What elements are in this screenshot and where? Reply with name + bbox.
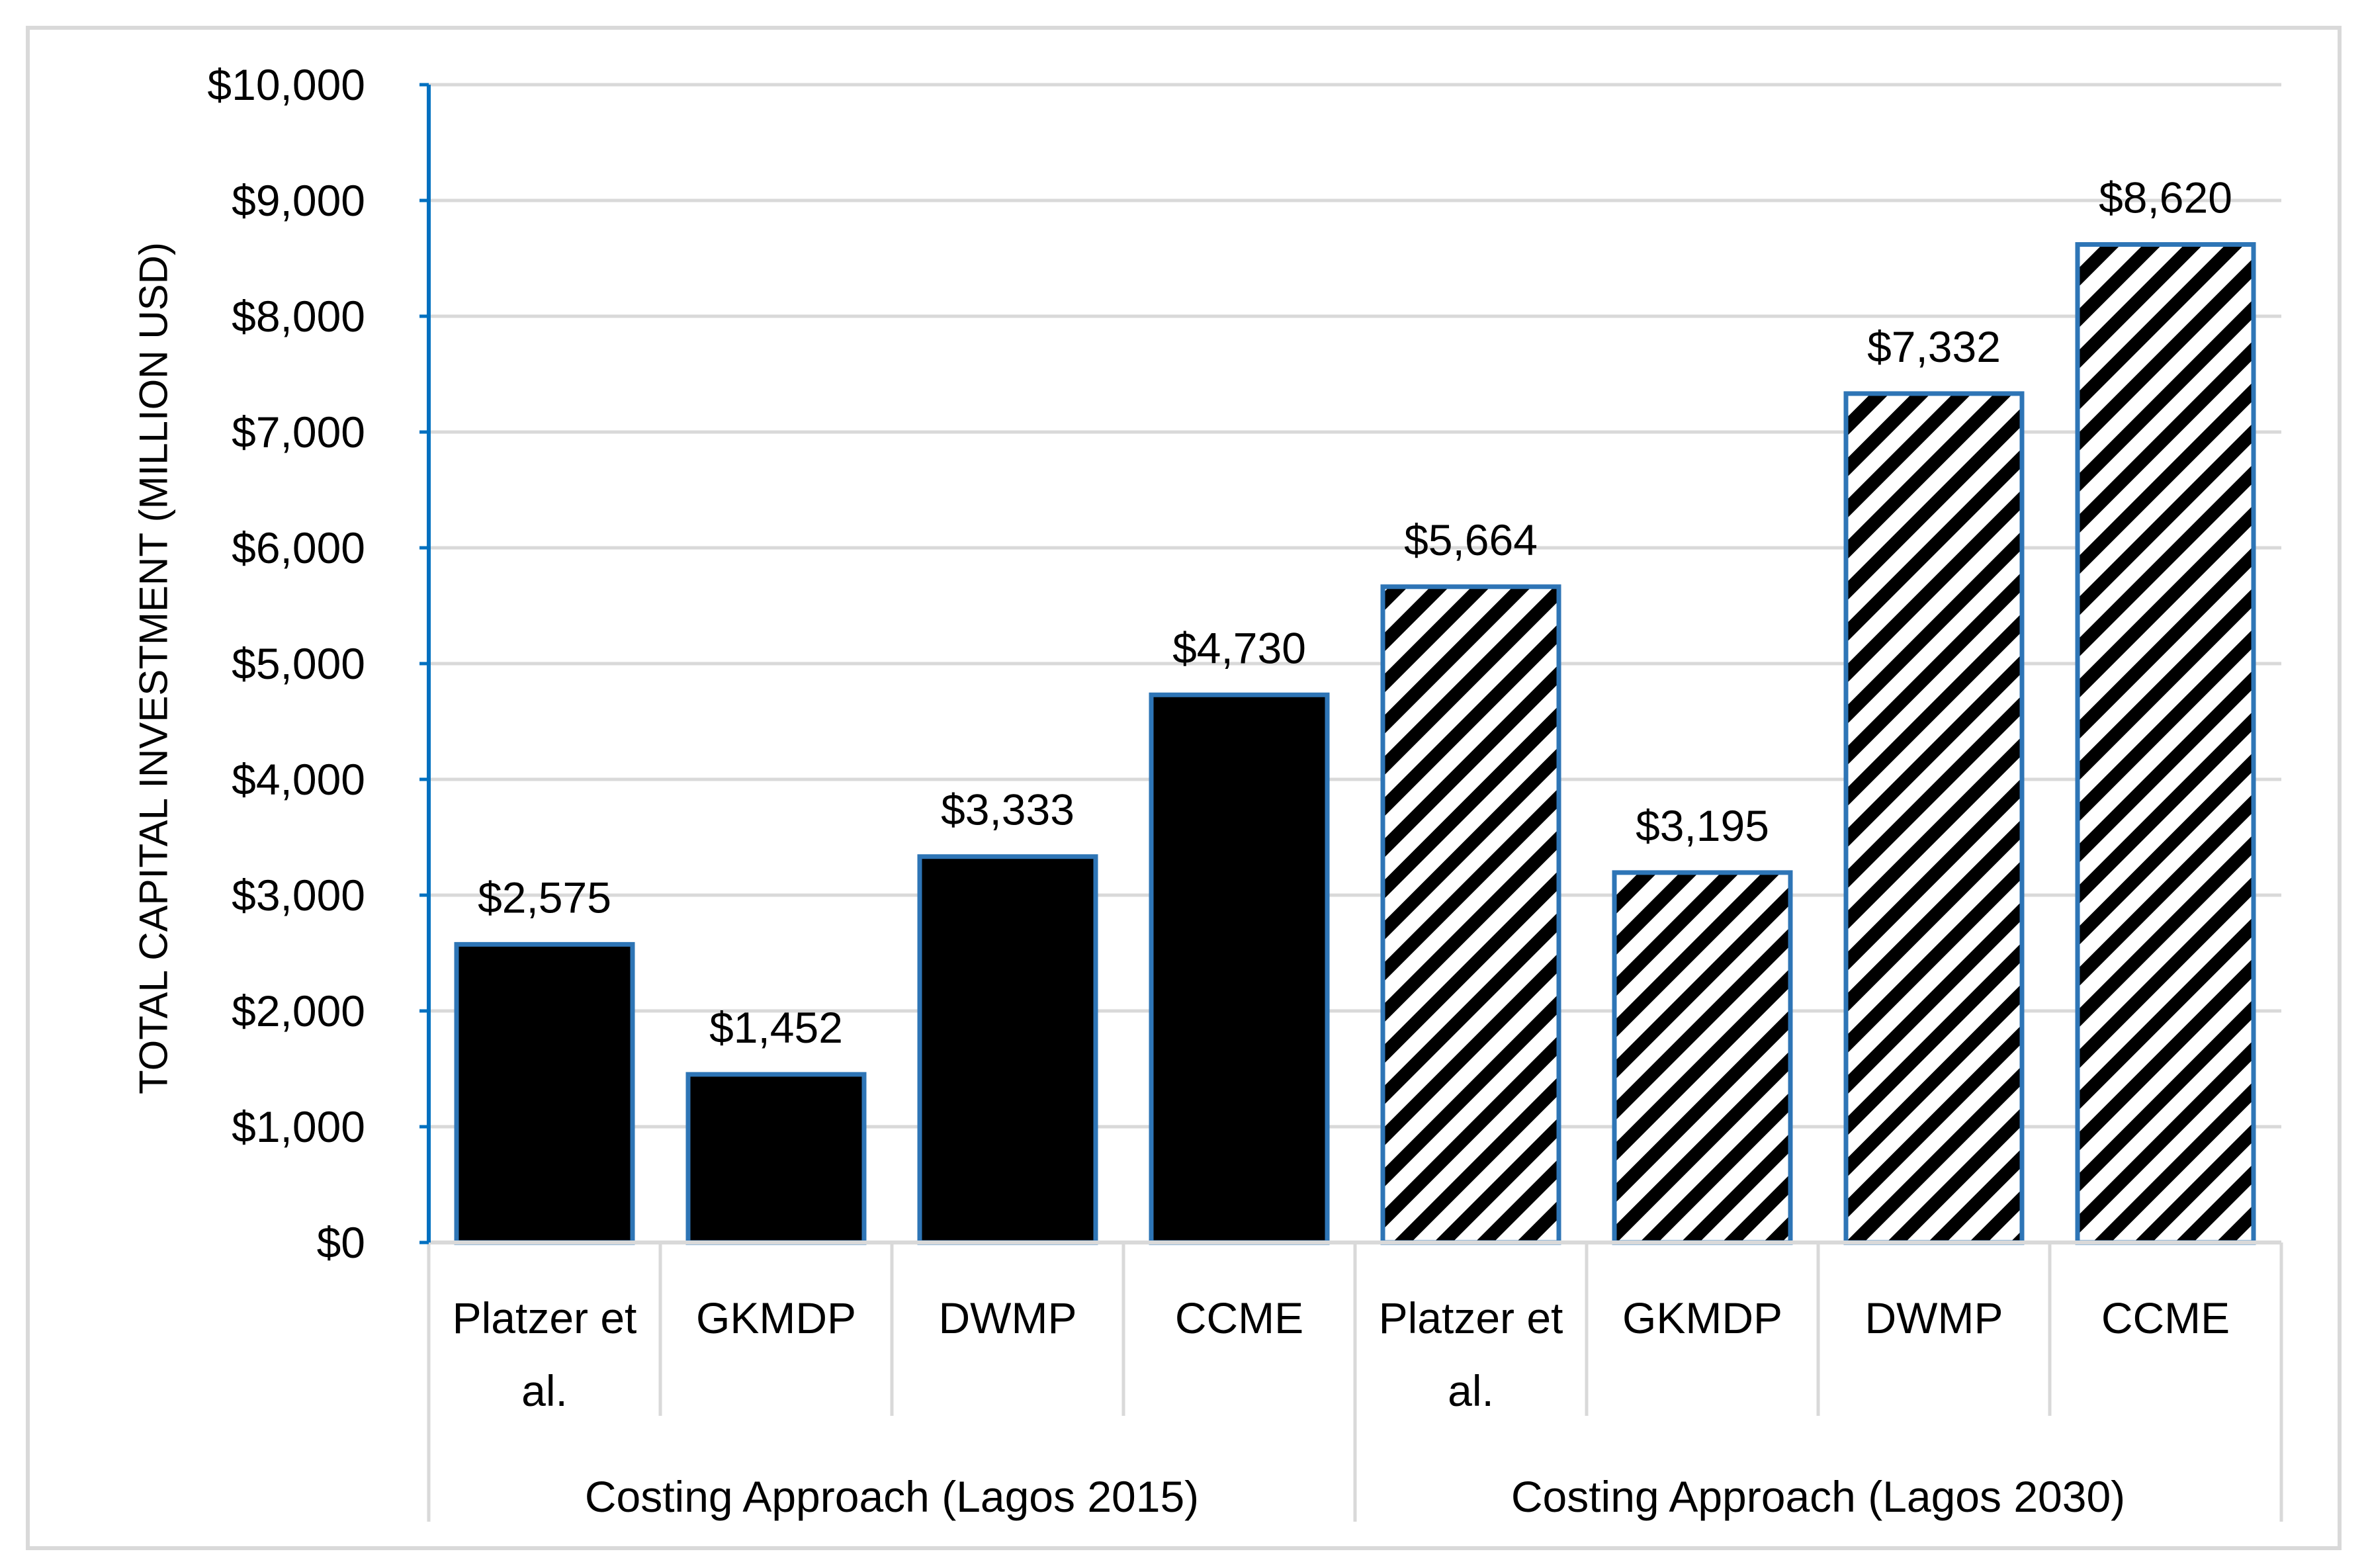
x-category-label: Platzer et (453, 1293, 637, 1342)
y-tick-label: $7,000 (232, 408, 365, 457)
bar-2015-ccme (1149, 692, 1330, 1245)
y-axis-ticks: $0 $1,000 $2,000 $3,000 $4,000 $5,000 $6,000 $7… (207, 60, 365, 1267)
y-tick-label: $9,000 (232, 176, 365, 225)
x-category-label: DWMP (939, 1293, 1077, 1342)
y-tick-label: $2,000 (232, 986, 365, 1035)
bar-data-label: $4,730 (1172, 623, 1306, 672)
x-category-label: al. (521, 1366, 568, 1415)
y-tick-label: $0 (317, 1218, 365, 1267)
bar-2030-dwmp (1843, 391, 2025, 1245)
y-tick-label: $4,000 (232, 755, 365, 804)
bar-data-label: $7,332 (1867, 322, 2001, 371)
y-axis-title: TOTAL CAPITAL INVESTMENT (MILLION USD) (132, 242, 176, 1094)
x-group-label: Costing Approach (Lagos 2015) (585, 1472, 1199, 1521)
y-tick-label: $6,000 (232, 523, 365, 572)
bar-2030-gkmdp (1612, 870, 1793, 1245)
bar-2030-platzer-et-al (1380, 584, 1561, 1245)
y-tick-label: $8,000 (232, 292, 365, 341)
data-labels: $2,575 $1,452 $3,333 $4,730 $5,664 $3,195 $7,3… (478, 173, 2232, 1052)
x-category-label: Platzer et (1379, 1293, 1563, 1342)
x-category-label: al. (1448, 1366, 1494, 1415)
axes (419, 83, 2281, 1244)
bar-2030-ccme (2075, 242, 2256, 1245)
bar-data-label: $3,195 (1636, 801, 1769, 850)
bar-data-label: $3,333 (941, 785, 1074, 834)
bar-data-label: $2,575 (478, 873, 611, 922)
x-axis-categories: Platzer et al. GKMDP DWMP CCME Platzer et al. G… (427, 1242, 2283, 1522)
y-tick-label: $10,000 (207, 60, 365, 109)
x-category-label: GKMDP (1622, 1293, 1782, 1342)
bars (454, 242, 2256, 1245)
y-tick-label: $3,000 (232, 871, 365, 920)
bar-data-label: $1,452 (709, 1003, 843, 1052)
bar-data-label: $8,620 (2099, 173, 2232, 222)
y-tick-label: $5,000 (232, 639, 365, 688)
x-category-label: CCME (2101, 1293, 2230, 1342)
y-tick-label: $1,000 (232, 1102, 365, 1151)
bar-2015-dwmp (917, 854, 1098, 1245)
bar-2015-gkmdp (685, 1072, 867, 1245)
bar-2015-platzer-et-al (454, 941, 635, 1245)
bar-data-label: $5,664 (1404, 515, 1538, 564)
x-group-label: Costing Approach (Lagos 2030) (1511, 1472, 2125, 1521)
x-category-label: DWMP (1865, 1293, 2003, 1342)
x-category-label: GKMDP (696, 1293, 856, 1342)
x-category-label: CCME (1175, 1293, 1303, 1342)
